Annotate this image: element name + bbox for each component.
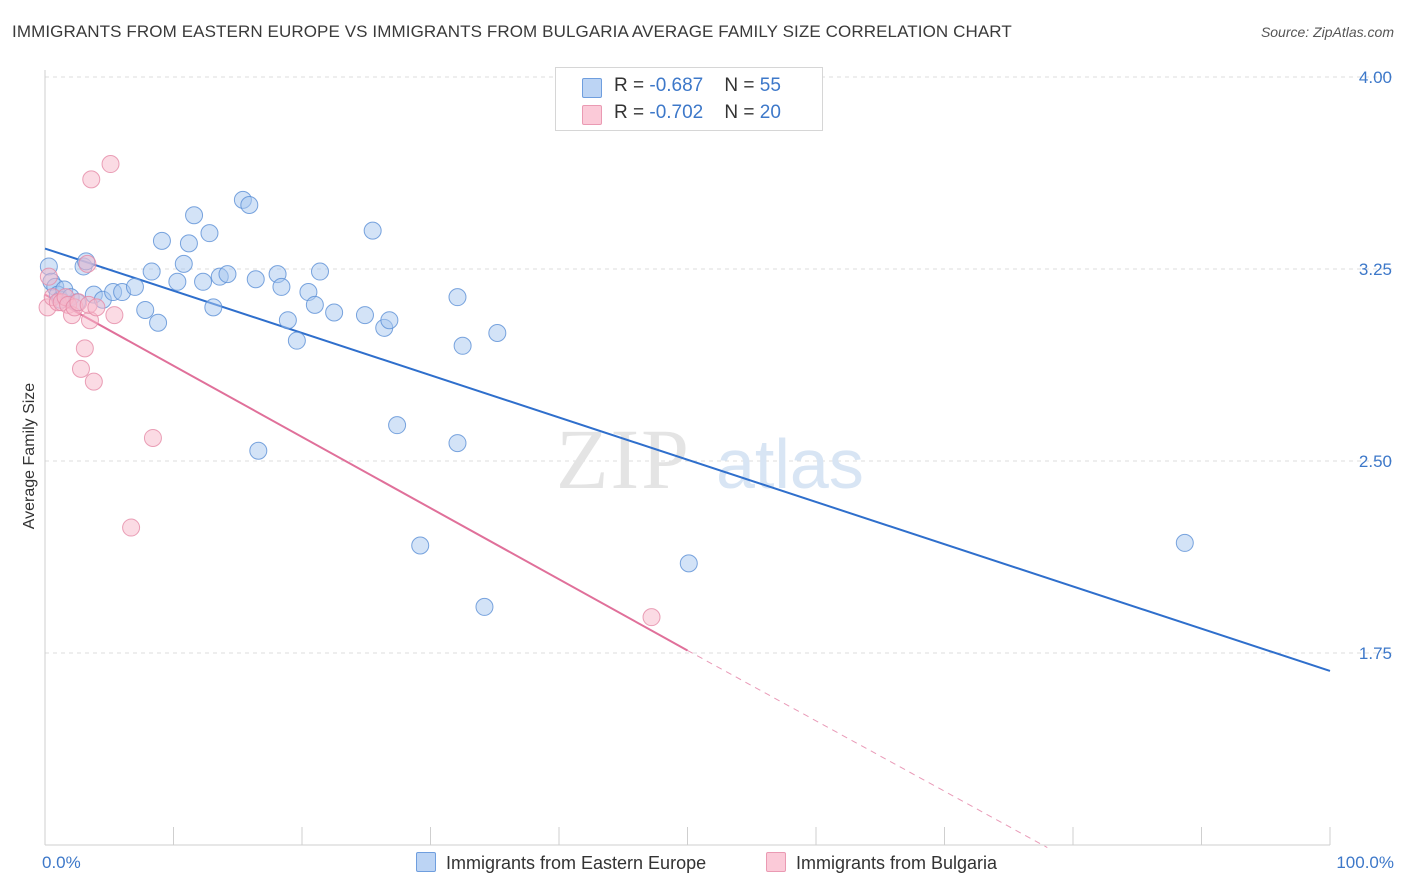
bottom-legend-swatch-blue [416, 852, 436, 872]
point-eastern-europe [152, 231, 171, 250]
watermark-zip: ZIP [556, 411, 691, 507]
point-eastern-europe [411, 536, 430, 555]
point-eastern-europe [448, 434, 467, 453]
point-bulgaria [71, 359, 90, 378]
y-tick-label: 1.75 [1359, 644, 1392, 663]
legend-r-label: R = [614, 102, 650, 123]
point-eastern-europe [363, 221, 382, 240]
legend-r-value: -0.702 [649, 102, 704, 123]
point-bulgaria [101, 155, 120, 174]
trend-lines [44, 247, 1331, 848]
point-eastern-europe [305, 295, 324, 314]
data-points [38, 155, 1194, 627]
x-tick-max: 100.0% [1336, 853, 1394, 872]
point-bulgaria [105, 306, 124, 325]
point-eastern-europe [380, 311, 399, 330]
point-eastern-europe [179, 234, 198, 253]
point-bulgaria [75, 339, 94, 358]
point-eastern-europe [448, 288, 467, 307]
point-eastern-europe [218, 265, 237, 284]
point-bulgaria [39, 267, 58, 286]
point-eastern-europe [194, 272, 213, 291]
point-bulgaria [78, 254, 97, 273]
point-eastern-europe [355, 306, 374, 325]
point-eastern-europe [125, 277, 144, 296]
point-eastern-europe [475, 597, 494, 616]
point-eastern-europe [453, 336, 472, 355]
bottom-legend-bulgaria: Immigrants from Bulgaria [766, 852, 997, 874]
point-eastern-europe [142, 262, 161, 281]
point-bulgaria [143, 428, 162, 447]
point-eastern-europe [272, 277, 291, 296]
x-tick-min: 0.0% [42, 853, 81, 872]
bottom-legend-label: Immigrants from Bulgaria [796, 853, 998, 873]
y-tick-label: 4.00 [1359, 68, 1392, 87]
bottom-legend-swatch-pink [766, 852, 786, 872]
point-eastern-europe [246, 270, 265, 289]
point-eastern-europe [287, 331, 306, 350]
point-eastern-europe [1175, 533, 1194, 552]
trend-line-bulgaria-extension [687, 650, 1048, 848]
point-eastern-europe [310, 262, 329, 281]
point-eastern-europe [149, 313, 168, 332]
bottom-legend-eastern-europe: Immigrants from Eastern Europe [416, 852, 706, 874]
point-eastern-europe [185, 206, 204, 225]
point-bulgaria [82, 170, 101, 189]
point-eastern-europe [240, 196, 259, 214]
y-tick-label: 2.50 [1359, 452, 1392, 471]
legend-swatch-blue [582, 78, 602, 98]
point-eastern-europe [249, 441, 268, 460]
point-bulgaria [87, 298, 106, 317]
trend-line-bulgaria [44, 293, 688, 652]
point-eastern-europe [388, 416, 407, 435]
point-eastern-europe [679, 554, 698, 573]
legend-r-value: -0.687 [649, 75, 704, 96]
legend-n-value: 55 [759, 75, 781, 96]
y-tick-label: 3.25 [1359, 260, 1392, 279]
watermark-atlas: atlas [716, 425, 864, 503]
point-bulgaria [122, 518, 141, 537]
point-bulgaria [84, 372, 103, 391]
correlation-legend: R = -0.687 N = 55 R = -0.702 N = 20 [555, 67, 823, 131]
point-eastern-europe [488, 324, 507, 342]
point-eastern-europe [174, 254, 193, 273]
legend-n-value: 20 [759, 102, 781, 123]
legend-n-label: N = [724, 75, 760, 96]
source-label: Source: ZipAtlas.com [1260, 24, 1394, 40]
point-eastern-europe [325, 303, 344, 322]
point-bulgaria [642, 608, 661, 627]
y-tick-labels: 1.75 2.50 3.25 4.00 [1359, 68, 1392, 663]
legend-r-label: R = [614, 75, 650, 96]
trend-line-eastern-europe [44, 247, 1331, 672]
bottom-legend-label: Immigrants from Eastern Europe [446, 853, 707, 873]
y-axis-label: Average Family Size [21, 383, 38, 530]
chart-title: IMMIGRANTS FROM EASTERN EUROPE VS IMMIGR… [12, 22, 1012, 41]
legend-n-label: N = [724, 102, 760, 123]
grid-lines [45, 76, 1392, 654]
legend-swatch-pink [582, 105, 602, 125]
point-eastern-europe [204, 298, 223, 317]
point-eastern-europe [278, 311, 297, 330]
axes [44, 70, 1331, 846]
point-eastern-europe [200, 224, 219, 243]
point-eastern-europe [168, 272, 187, 291]
point-eastern-europe [136, 300, 155, 319]
